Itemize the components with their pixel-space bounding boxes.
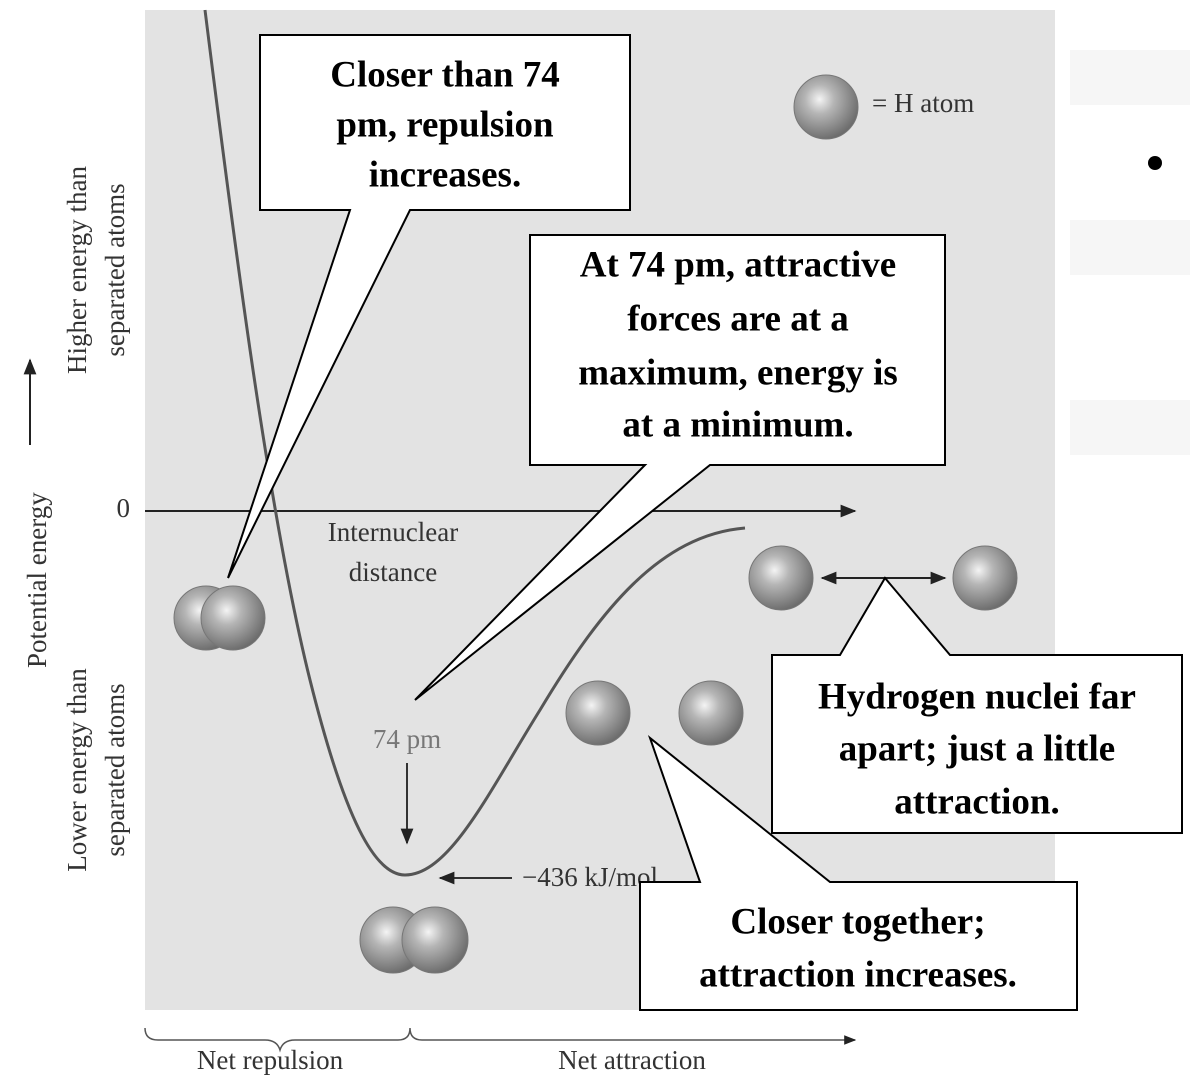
distance-label: 74 pm [373, 724, 441, 754]
atoms [173, 74, 1018, 974]
callout-text: forces are at a [627, 298, 849, 339]
callout-text: Closer together; [730, 901, 985, 942]
callout-text: attraction increases. [699, 954, 1017, 995]
region-label: Net repulsion [197, 1045, 344, 1075]
upper-label: separated atoms [100, 183, 130, 356]
lower-label: separated atoms [100, 683, 130, 856]
zero-label: 0 [117, 493, 131, 523]
callout-text: At 74 pm, attractive [580, 244, 896, 285]
upper-label: Higher energy than [62, 166, 92, 374]
callout-text: Closer than 74 [330, 54, 560, 95]
callout-text: Hydrogen nuclei far [818, 676, 1136, 717]
region-label: Net attraction [558, 1045, 706, 1075]
callout-text: pm, repulsion [336, 104, 554, 145]
callout-text: at a minimum. [622, 404, 853, 445]
energy-label: −436 kJ/mol [522, 862, 658, 892]
callout-text: maximum, energy is [578, 352, 898, 393]
x-axis-label: Internuclear [328, 517, 458, 547]
callout-text: increases. [369, 154, 521, 195]
callout-text: attraction. [894, 781, 1059, 822]
x-axis-label: distance [349, 557, 437, 587]
background [1070, 50, 1190, 455]
legend-label: = H atom [872, 88, 974, 118]
y-axis-label: Potential energy [22, 492, 52, 668]
lower-label: Lower energy than [62, 668, 92, 872]
callout-text: apart; just a little [839, 728, 1115, 769]
bullet [1148, 156, 1162, 170]
energy-curve [203, 9, 746, 877]
region-braces [144, 1027, 857, 1053]
callout-shapes [227, 34, 1183, 1011]
